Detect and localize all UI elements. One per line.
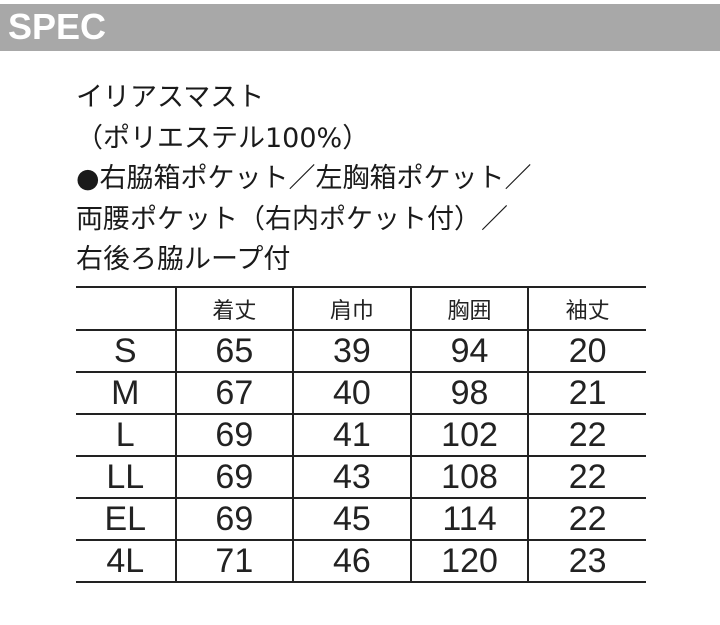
table-row: L 69 41 102 22 bbox=[76, 413, 646, 457]
column-header: 着丈 bbox=[174, 286, 295, 331]
measurement-cell: 67 bbox=[174, 371, 295, 415]
size-label-cell: LL bbox=[76, 455, 177, 499]
measurement-cell: 108 bbox=[409, 455, 530, 499]
measurement-cell: 40 bbox=[292, 371, 412, 415]
table-row: M 67 40 98 21 bbox=[76, 371, 646, 415]
spec-header-bar: SPEC bbox=[0, 4, 720, 51]
measurement-cell: 102 bbox=[409, 413, 530, 457]
measurement-cell: 41 bbox=[292, 413, 412, 457]
measurement-cell: 22 bbox=[527, 455, 646, 499]
measurement-cell: 22 bbox=[527, 497, 646, 541]
measurement-cell: 98 bbox=[409, 371, 530, 415]
measurement-cell: 46 bbox=[292, 539, 412, 583]
table-row: 4L 71 46 120 23 bbox=[76, 539, 646, 583]
measurement-cell: 20 bbox=[527, 329, 646, 373]
measurement-cell: 45 bbox=[292, 497, 412, 541]
measurement-cell: 69 bbox=[174, 497, 295, 541]
size-label-cell: 4L bbox=[76, 539, 177, 583]
description-line: （ポリエステル100%） bbox=[76, 122, 370, 154]
measurement-cell: 94 bbox=[409, 329, 530, 373]
table-row: LL 69 43 108 22 bbox=[76, 455, 646, 499]
column-header: 肩巾 bbox=[292, 286, 412, 331]
column-header bbox=[76, 286, 177, 331]
size-label-cell: S bbox=[76, 329, 177, 373]
measurement-cell: 23 bbox=[527, 539, 646, 583]
size-table: 着丈 肩巾 胸囲 袖丈 S 65 39 94 20 M 67 40 98 21 L 69 41 102 22 LL 69… bbox=[76, 286, 646, 583]
measurement-cell: 71 bbox=[174, 539, 295, 583]
description-line: 右後ろ脇ループ付 bbox=[76, 244, 291, 275]
measurement-cell: 69 bbox=[174, 413, 295, 457]
measurement-cell: 120 bbox=[409, 539, 530, 583]
description-line: ●右脇箱ポケット／左胸箱ポケット／ bbox=[76, 163, 532, 194]
product-description: イリアスマスト （ポリエステル100%） ●右脇箱ポケット／左胸箱ポケット／ 両… bbox=[76, 78, 532, 281]
size-label-cell: EL bbox=[76, 497, 177, 541]
size-label-cell: M bbox=[76, 371, 177, 415]
table-row: EL 69 45 114 22 bbox=[76, 497, 646, 541]
measurement-cell: 65 bbox=[174, 329, 295, 373]
table-header-row: 着丈 肩巾 胸囲 袖丈 bbox=[76, 286, 646, 331]
measurement-cell: 114 bbox=[409, 497, 530, 541]
column-header: 袖丈 bbox=[527, 286, 646, 331]
column-header: 胸囲 bbox=[409, 286, 530, 331]
measurement-cell: 69 bbox=[174, 455, 295, 499]
measurement-cell: 22 bbox=[527, 413, 646, 457]
measurement-cell: 39 bbox=[292, 329, 412, 373]
measurement-cell: 21 bbox=[527, 371, 646, 415]
measurement-cell: 43 bbox=[292, 455, 412, 499]
table-row: S 65 39 94 20 bbox=[76, 329, 646, 373]
size-label-cell: L bbox=[76, 413, 177, 457]
spec-title: SPEC bbox=[8, 6, 107, 47]
description-line: イリアスマスト bbox=[76, 82, 265, 113]
description-line: 両腰ポケット（右内ポケット付）／ bbox=[76, 203, 508, 235]
